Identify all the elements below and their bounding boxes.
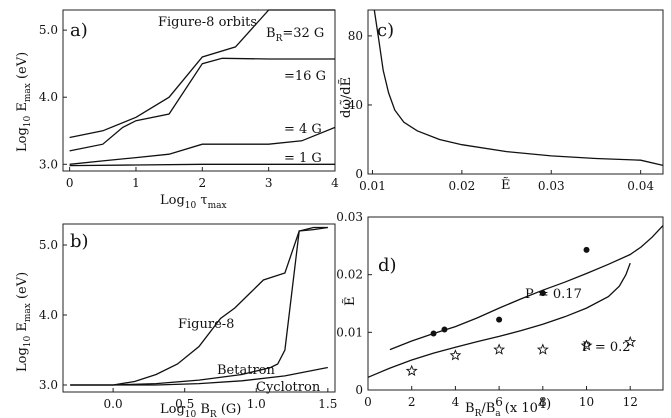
data-point-star (449, 349, 462, 361)
x-axis-label: Log10 τmax (160, 193, 227, 211)
x-tick-label: 0 (66, 176, 74, 190)
panel-c: 0.01 0.02 0.03 0.04 0 40 80 c) Ẽdω̃/dẼ (338, 9, 664, 193)
x-tick-label: 0.02 (449, 179, 476, 193)
x-tick-label: 10 (579, 395, 594, 409)
x-tick-label: 6 (495, 395, 503, 409)
y-tick-label: 0.03 (336, 210, 363, 224)
panel-a: 0 1 2 3 4 3.0 4.0 5.0 a) Figure-8 orbits BR=32 G =1… (15, 9, 339, 211)
y-tick-label: 80 (348, 29, 363, 43)
data-point-star (536, 343, 549, 355)
x-axis-label: BR/Ba (x 104) (465, 397, 551, 418)
series-label: BR=32 G (266, 26, 324, 44)
series-line (69, 126, 336, 165)
panel-label: c) (377, 20, 394, 41)
data-point-dot (583, 246, 590, 253)
plot-frame (62, 223, 336, 393)
data-point-star (405, 364, 418, 376)
plot-frame (367, 216, 664, 391)
series-line (69, 57, 335, 152)
y-tick-label: 40 (348, 98, 363, 112)
panel-label: a) (70, 20, 88, 41)
data-point-star (580, 339, 593, 351)
series-line (70, 226, 328, 386)
panel-label: d) (378, 255, 397, 276)
panel-d: 0 2 4 6 8 10 12 0 0.01 0.02 0.03 d) P = 0.17 P = 0.2 B… (336, 210, 664, 418)
plot-frame (367, 9, 664, 175)
x-tick-label: 0.03 (538, 179, 565, 193)
y-axis-label: Ẽ (342, 297, 358, 307)
y-tick-label: 0 (355, 167, 363, 181)
x-tick-label: 0.0 (104, 397, 123, 411)
y-tick-label: 3.0 (39, 378, 58, 392)
series-line (70, 226, 328, 386)
y-tick-label: 0 (355, 383, 363, 397)
x-tick-label: 0 (364, 395, 372, 409)
x-tick-label: 2 (198, 176, 206, 190)
y-axis-label: Log10 Emax (eV) (15, 272, 33, 372)
series-label: Betatron (217, 363, 275, 378)
y-tick-label: 5.0 (39, 238, 58, 252)
series-label: P = 0.17 (525, 287, 582, 302)
series-label: = 4 G (284, 122, 322, 137)
x-tick-label: 0.5 (175, 397, 194, 411)
x-tick-label: 4 (452, 395, 460, 409)
data-point-dot (539, 290, 546, 297)
series-line (373, 9, 664, 167)
x-axis-label: Ẽ (501, 177, 511, 193)
series-label: Cyclotron (256, 380, 321, 395)
x-tick-label: 8 (539, 395, 547, 409)
data-point-dot (430, 330, 437, 337)
x-tick-label: 1.0 (247, 397, 266, 411)
panel-b: 0.0 0.5 1.0 1.5 3.0 4.0 5.0 b) Figure-8 Betatron C… (15, 223, 337, 418)
series-label: Figure-8 (178, 317, 234, 332)
y-tick-label: 0.01 (336, 325, 363, 339)
y-tick-label: 5.0 (39, 23, 58, 37)
y-axis-label: dω̃/dẼ (338, 77, 354, 118)
series-label: = 1 G (284, 151, 322, 166)
x-tick-label: 1 (132, 176, 140, 190)
x-tick-label: 12 (623, 395, 638, 409)
x-tick-label: 0.04 (627, 179, 654, 193)
x-axis-label: Log10 BR (G) (160, 402, 241, 418)
y-tick-label: 3.0 (39, 157, 58, 171)
data-point-dot (496, 316, 503, 323)
annotation: Figure-8 orbits (158, 15, 257, 30)
series-label: P = 0.2 (582, 340, 631, 355)
series-line (69, 163, 335, 167)
x-tick-label: 0.01 (359, 179, 386, 193)
y-tick-label: 4.0 (39, 90, 58, 104)
data-point-star (624, 335, 637, 348)
series-line (69, 9, 335, 139)
data-point-dot (441, 326, 448, 333)
x-tick-label: 4 (331, 176, 339, 190)
panel-label: b) (70, 231, 89, 252)
x-tick-label: 3 (265, 176, 273, 190)
y-tick-label: 0.02 (336, 268, 363, 282)
series-label: =16 G (284, 69, 326, 84)
y-axis-label: Log10 Emax (eV) (15, 52, 33, 152)
data-point-star (493, 343, 506, 355)
x-tick-label: 1.5 (318, 397, 337, 411)
series-line (367, 262, 631, 378)
series-line (70, 366, 328, 386)
plot-frame (62, 9, 336, 172)
y-tick-label: 4.0 (39, 308, 58, 322)
x-tick-label: 2 (408, 395, 416, 409)
